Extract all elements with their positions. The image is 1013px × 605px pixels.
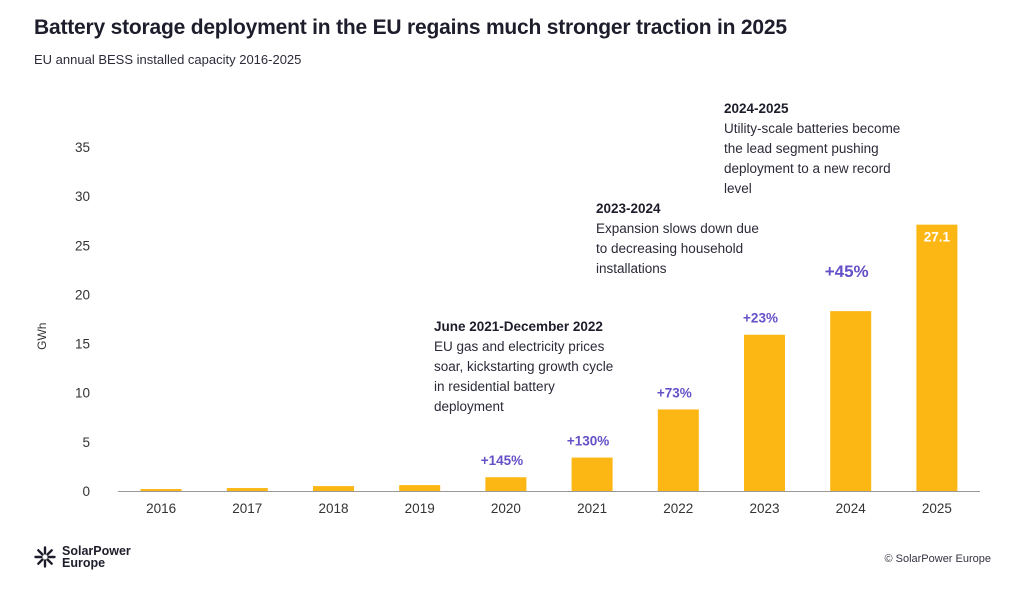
- bar-2021: [571, 457, 613, 491]
- bar-2023: [744, 334, 785, 491]
- x-tick-label: 2017: [232, 501, 262, 516]
- growth-label: +23%: [743, 311, 778, 326]
- annotation-line: deployment: [434, 399, 504, 414]
- annotation-line: soar, kickstarting growth cycle: [434, 359, 614, 374]
- bar-2018: [313, 486, 354, 491]
- bar-2025: [916, 224, 958, 491]
- bar-2024: [830, 311, 872, 491]
- x-tick-label: 2016: [146, 501, 176, 516]
- annotation-line: level: [724, 181, 752, 196]
- y-tick-label: 15: [75, 337, 90, 352]
- y-tick-label: 5: [82, 435, 90, 450]
- growth-label: +45%: [825, 262, 869, 281]
- x-tick-label: 2020: [491, 501, 521, 516]
- annotation-heading: 2024-2025: [724, 101, 789, 116]
- bar-2016: [140, 489, 182, 491]
- logo-line2: Europe: [62, 556, 106, 570]
- annotation-line: to decreasing household: [596, 241, 744, 256]
- y-axis-label: GWh: [35, 323, 49, 350]
- annotation-2021-2022: June 2021-December 2022 EU gas and elect…: [434, 317, 613, 417]
- y-tick-label: 30: [75, 189, 90, 204]
- annotation-2024-2025: 2024-2025 Utility-scale batteries become…: [724, 99, 900, 199]
- x-tick-label: 2021: [577, 501, 607, 516]
- annotation-2023-2024: 2023-2024 Expansion slows down due to de…: [596, 199, 759, 279]
- annotation-line: in residential battery: [434, 379, 555, 394]
- x-tick-label: 2022: [663, 501, 693, 516]
- annotation-line: installations: [596, 261, 667, 276]
- growth-label: +145%: [481, 453, 523, 468]
- annotation-line: EU gas and electricity prices: [434, 339, 605, 354]
- copyright-notice: © SolarPower Europe: [884, 553, 991, 565]
- bar-2019: [399, 485, 441, 491]
- y-tick-label: 20: [75, 287, 90, 302]
- annotation-line: Expansion slows down due: [596, 221, 759, 236]
- annotation-line: Utility-scale batteries become: [724, 121, 901, 136]
- y-tick-label: 0: [82, 484, 90, 499]
- x-tick-label: 2019: [405, 501, 435, 516]
- logo-wordmark: SolarPower Europe: [62, 544, 131, 570]
- solarpower-europe-logo: SolarPower Europe: [34, 545, 131, 569]
- chart-subtitle: EU annual BESS installed capacity 2016-2…: [34, 52, 302, 67]
- bar-2020: [485, 477, 527, 491]
- x-tick-label: 2025: [922, 501, 952, 516]
- x-tick-label: 2024: [836, 501, 867, 516]
- growth-label: +130%: [567, 434, 609, 449]
- y-tick-label: 10: [75, 386, 90, 401]
- sun-burst-icon: [34, 546, 56, 568]
- annotation-heading: June 2021-December 2022: [434, 319, 603, 334]
- bar-2022: [657, 409, 699, 491]
- growth-label: +73%: [657, 385, 692, 400]
- data-label: 27.1: [924, 230, 951, 245]
- bar-2017: [226, 488, 268, 491]
- logo-line1: SolarPower: [62, 544, 131, 558]
- chart-title: Battery storage deployment in the EU reg…: [34, 16, 787, 39]
- annotation-heading: 2023-2024: [596, 201, 661, 216]
- annotation-line: deployment to a new record: [724, 161, 891, 176]
- annotation-line: the lead segment pushing: [724, 141, 879, 156]
- x-tick-label: 2023: [749, 501, 779, 516]
- y-tick-label: 25: [75, 238, 90, 253]
- y-tick-label: 35: [75, 140, 90, 155]
- x-tick-label: 2018: [318, 501, 348, 516]
